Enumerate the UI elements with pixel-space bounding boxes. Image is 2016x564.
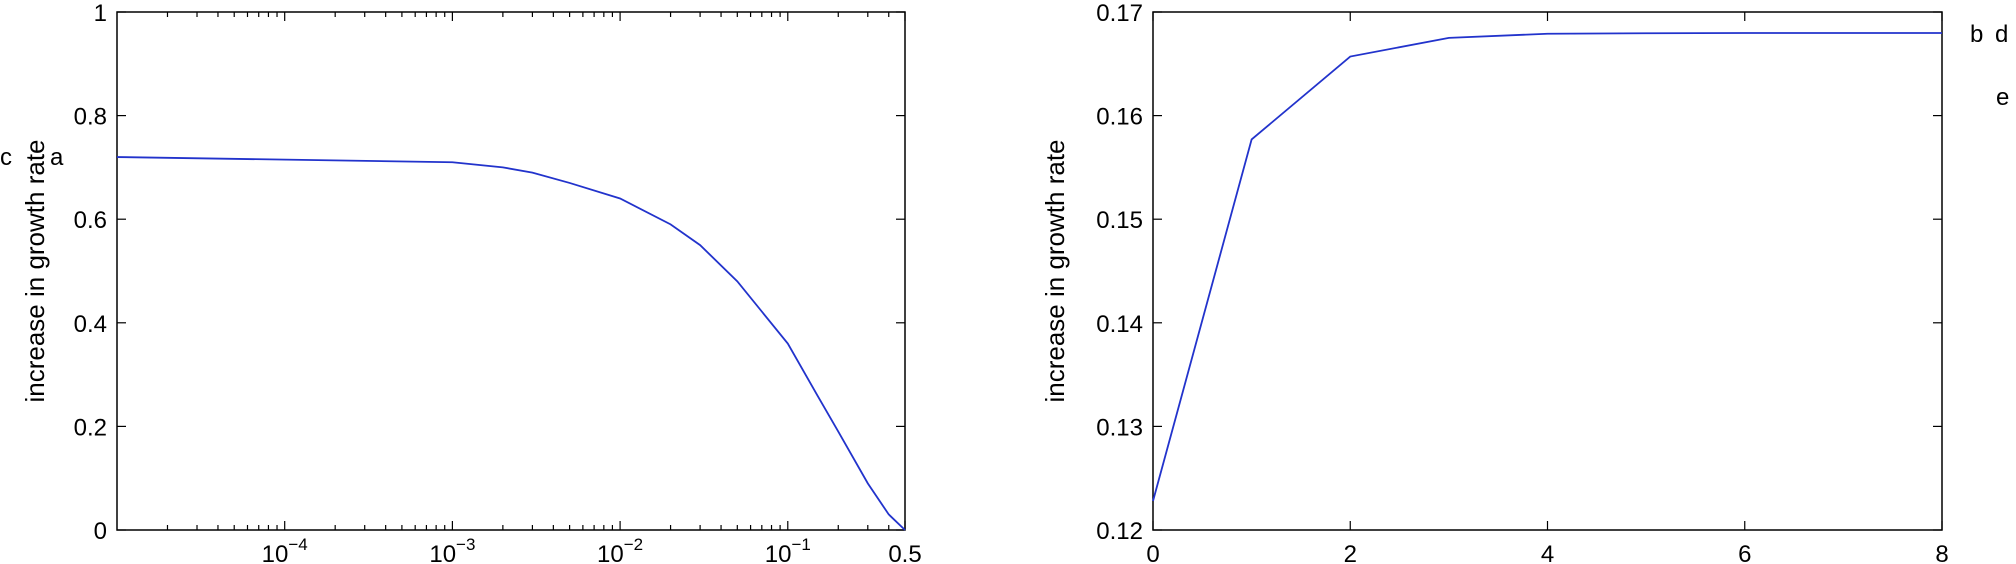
x-tick-label: 10−3 xyxy=(429,535,475,564)
y-tick-label: 0.13 xyxy=(1096,414,1143,441)
y-tick-label: 0.15 xyxy=(1096,207,1143,234)
y-tick-label: 0.6 xyxy=(74,207,107,234)
y-tick-label: 0.8 xyxy=(74,104,107,131)
panel-label-a: a xyxy=(50,144,64,171)
y-axis-label-left: increase in growth rate xyxy=(20,139,50,402)
series-line-left xyxy=(116,156,906,531)
y-tick-label: 0.14 xyxy=(1096,311,1143,338)
chart-right: 0.12 0.13 0.14 0.15 0.16 0.17 0 2 4 6 8 increase … xyxy=(1040,0,2009,564)
y-tick-label: 0 xyxy=(94,518,107,545)
y-ticks-left: 0 0.2 0.4 0.6 0.8 1 xyxy=(74,0,905,545)
y-tick-label: 0.4 xyxy=(74,311,107,338)
x-tick-label: 10−4 xyxy=(262,535,308,564)
x-tick-label: 10−1 xyxy=(765,535,811,564)
panel-label-b: b xyxy=(1970,21,1983,48)
y-tick-label: 0.17 xyxy=(1096,0,1143,27)
x-tick-label: 0.5 xyxy=(888,541,921,564)
panel-label-c: c xyxy=(0,144,12,171)
y-tick-label: 1 xyxy=(94,0,107,27)
y-axis-label-right: increase in growth rate xyxy=(1040,139,1070,402)
x-tick-label: 4 xyxy=(1541,541,1554,564)
x-tick-label: 0 xyxy=(1146,541,1159,564)
panel-label-e: e xyxy=(1996,84,2009,111)
x-tick-label: 6 xyxy=(1738,541,1751,564)
x-tick-label: 10−2 xyxy=(597,535,643,564)
panel-label-d: d xyxy=(1995,21,2008,48)
plot-area-left xyxy=(116,11,906,531)
y-tick-label: 0.12 xyxy=(1096,518,1143,545)
x-ticks-right: 0 2 4 6 8 xyxy=(1146,12,1949,564)
x-ticks-left: 10−4 10−3 10−2 10−1 0.5 xyxy=(166,12,922,564)
y-ticks-right: 0.12 0.13 0.14 0.15 0.16 0.17 xyxy=(1096,0,1942,545)
plot-area-right xyxy=(1152,11,1943,531)
x-tick-label: 8 xyxy=(1935,541,1948,564)
x-tick-label: 2 xyxy=(1344,541,1357,564)
chart-left: 0 0.2 0.4 0.6 0.8 1 10−4 10−3 10−2 10−1 0.5 incre… xyxy=(0,0,922,564)
y-tick-label: 0.16 xyxy=(1096,104,1143,131)
y-tick-label: 0.2 xyxy=(74,414,107,441)
series-line-right xyxy=(1152,32,1942,502)
